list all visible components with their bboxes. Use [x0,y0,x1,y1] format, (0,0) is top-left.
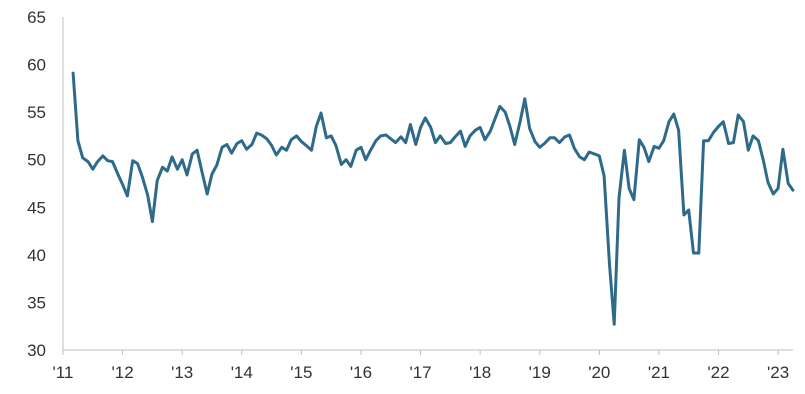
x-tick-label: '22 [707,363,729,382]
y-tick-label: 40 [27,246,46,265]
x-tick-label: '16 [350,363,372,382]
x-tick-label: '11 [53,363,74,382]
y-axis-tick-labels: 30 35 40 45 50 55 60 65 [27,8,46,360]
x-tick-label: '20 [588,363,610,382]
x-tick-label: '14 [231,363,253,382]
x-axis [62,349,793,355]
series-line [71,71,795,326]
y-tick-label: 35 [27,293,46,312]
y-tick-label: 45 [27,198,46,217]
y-tick-label: 65 [27,8,46,27]
y-tick-label: 55 [27,103,46,122]
x-tick-label: '23 [767,363,789,382]
x-tick-label: '12 [112,363,134,382]
y-tick-label: 60 [27,56,46,75]
x-axis-tick-labels: '11 '12 '13 '14 '15 '16 '17 '18 '19 '20 '21 '22 '23 [53,363,790,382]
x-tick-label: '18 [469,363,491,382]
x-tick-label: '15 [290,363,312,382]
y-tick-label: 30 [27,341,46,360]
x-tick-label: '17 [409,363,431,382]
x-tick-label: '21 [648,363,670,382]
y-tick-label: 50 [27,151,46,170]
x-tick-label: '13 [171,363,193,382]
x-tick-label: '19 [529,363,551,382]
